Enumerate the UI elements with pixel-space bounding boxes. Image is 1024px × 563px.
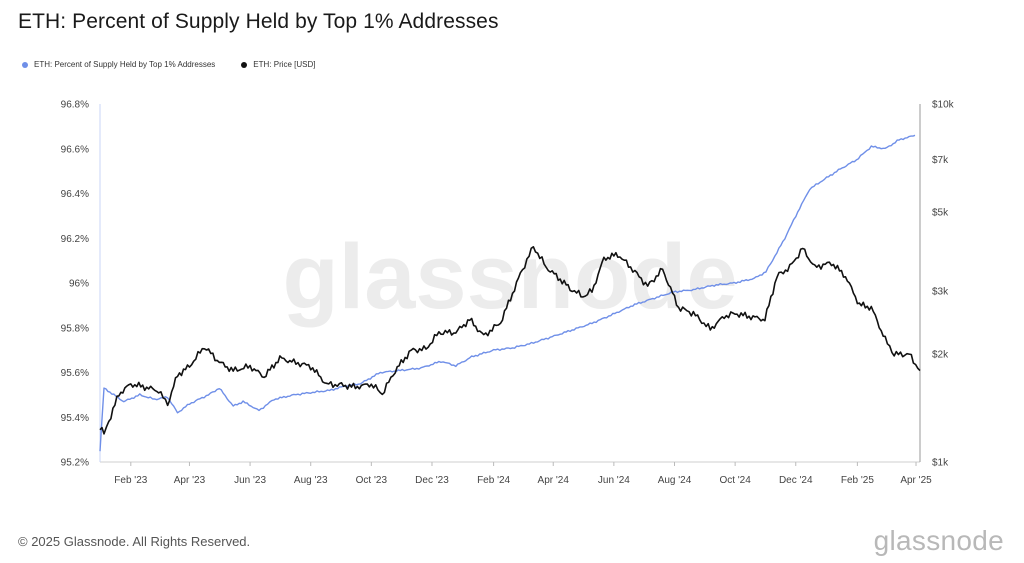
x-tick-label: Oct '23 xyxy=(356,475,388,486)
legend-label-supply: ETH: Percent of Supply Held by Top 1% Ad… xyxy=(34,60,216,69)
y-left-tick-label: 96.6% xyxy=(61,144,89,155)
y-left-tick-label: 96.2% xyxy=(61,234,89,245)
x-tick-label: Apr '23 xyxy=(174,475,206,486)
y-right-tick-label: $10k xyxy=(932,100,955,111)
x-tick-label: Feb '23 xyxy=(114,475,147,486)
y-left-tick-label: 95.4% xyxy=(61,413,89,424)
x-tick-label: Feb '24 xyxy=(477,475,510,486)
y-left-tick-label: 95.6% xyxy=(61,368,89,379)
y-right-tick-label: $3k xyxy=(932,287,949,298)
y-left-tick-label: 95.2% xyxy=(61,458,89,469)
y-left-tick-label: 96% xyxy=(69,279,89,290)
legend-label-price: ETH: Price [USD] xyxy=(253,60,316,69)
y-right-tick-label: $7k xyxy=(932,155,949,166)
brand-logo: glassnode xyxy=(873,525,1004,556)
x-tick-label: Feb '25 xyxy=(841,475,874,486)
legend-item-supply[interactable]: ETH: Percent of Supply Held by Top 1% Ad… xyxy=(22,60,215,69)
legend-item-price[interactable]: ETH: Price [USD] xyxy=(241,60,316,69)
legend-dot-supply xyxy=(22,61,28,68)
supply-percent-line xyxy=(99,134,916,452)
x-tick-label: Oct '24 xyxy=(719,475,751,486)
eth-price-line xyxy=(99,246,921,435)
chart-title: ETH: Percent of Supply Held by Top 1% Ad… xyxy=(18,10,499,33)
y-right-tick-label: $5k xyxy=(932,207,949,218)
x-tick-label: Apr '24 xyxy=(538,475,570,486)
x-tick-label: Aug '23 xyxy=(294,475,328,486)
y-left-tick-label: 95.8% xyxy=(61,323,89,334)
y-right-tick-label: $1k xyxy=(932,458,949,469)
series-lines xyxy=(99,134,921,452)
x-tick-label: Jun '23 xyxy=(234,475,266,486)
y-left-tick-label: 96.4% xyxy=(61,189,89,200)
x-tick-label: Apr '25 xyxy=(900,475,932,486)
legend-dot-price xyxy=(241,61,248,68)
axes: 95.2% 95.4% 95.6% 95.8% 96% 96.2% 96.4% 96.6% 96… xyxy=(61,100,955,487)
legend: ETH: Percent of Supply Held by Top 1% Ad… xyxy=(22,60,316,69)
x-tick-label: Dec '24 xyxy=(779,475,813,486)
x-tick-label: Jun '24 xyxy=(598,475,630,486)
y-left-tick-label: 96.8% xyxy=(61,100,89,111)
copyright-footer: © 2025 Glassnode. All Rights Reserved. xyxy=(18,534,251,549)
x-tick-label: Aug '24 xyxy=(658,475,692,486)
x-tick-label: Dec '23 xyxy=(415,475,449,486)
y-right-tick-label: $2k xyxy=(932,350,949,361)
watermark: glassnode xyxy=(282,226,737,328)
